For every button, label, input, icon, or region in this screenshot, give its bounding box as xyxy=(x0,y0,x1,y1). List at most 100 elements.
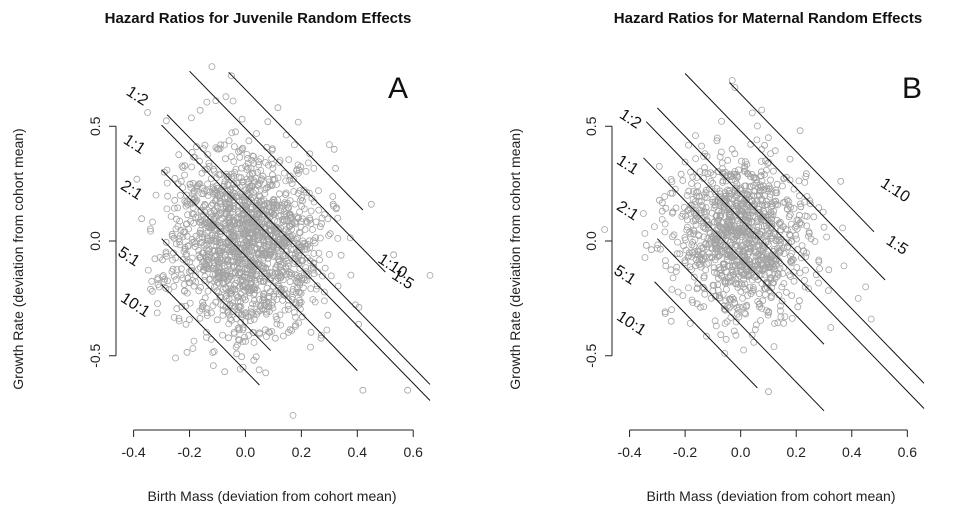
scatter-point xyxy=(786,271,793,279)
scatter-point xyxy=(251,199,259,207)
scatter-point xyxy=(230,328,238,336)
scatter-point xyxy=(263,143,271,151)
scatter-point xyxy=(740,346,747,354)
scatter-point xyxy=(272,265,280,273)
scatter-point xyxy=(216,275,223,283)
scatter-point xyxy=(227,203,235,211)
scatter-point xyxy=(272,201,280,209)
scatter-point xyxy=(213,182,221,190)
scatter-point xyxy=(702,241,709,249)
scatter-point xyxy=(735,261,743,269)
scatter-point xyxy=(229,263,237,270)
scatter-point xyxy=(730,252,738,260)
scatter-point xyxy=(196,314,204,322)
scatter-point xyxy=(695,248,702,256)
scatter-point xyxy=(236,269,244,277)
scatter-point xyxy=(261,326,269,334)
scatter-point xyxy=(749,286,757,294)
scatter-point xyxy=(236,244,244,252)
scatter-point xyxy=(768,222,776,230)
scatter-point xyxy=(641,229,649,237)
scatter-point xyxy=(788,292,796,300)
scatter-point xyxy=(220,180,228,188)
scatter-point xyxy=(247,279,255,287)
scatter-point xyxy=(286,214,294,222)
scatter-point xyxy=(210,348,218,355)
scatter-point xyxy=(252,300,260,308)
scatter-point xyxy=(235,310,242,318)
scatter-point xyxy=(786,176,794,184)
scatter-point xyxy=(772,236,780,244)
scatter-point xyxy=(225,137,233,145)
scatter-point xyxy=(685,187,693,195)
scatter-point xyxy=(750,338,758,346)
scatter-point xyxy=(713,270,721,278)
scatter-point xyxy=(316,234,324,242)
scatter-point xyxy=(292,271,300,278)
scatter-point xyxy=(640,210,647,217)
scatter-point xyxy=(720,305,728,313)
scatter-point xyxy=(273,315,281,323)
scatter-point xyxy=(238,181,246,189)
scatter-point xyxy=(672,268,680,276)
scatter-point xyxy=(784,205,791,213)
panel-b-y-tick-label: 0.0 xyxy=(583,231,599,251)
scatter-point xyxy=(691,236,699,244)
scatter-point xyxy=(743,271,751,279)
scatter-point xyxy=(786,211,794,219)
scatter-point xyxy=(292,278,300,286)
scatter-point xyxy=(267,274,275,282)
scatter-point xyxy=(315,206,323,214)
scatter-point xyxy=(765,388,772,396)
scatter-point xyxy=(726,251,734,259)
scatter-point xyxy=(255,192,263,200)
scatter-point xyxy=(215,236,223,244)
scatter-point xyxy=(773,273,781,281)
scatter-point xyxy=(258,230,266,238)
scatter-point xyxy=(229,97,237,105)
scatter-point xyxy=(175,315,183,322)
scatter-point xyxy=(225,320,233,328)
scatter-point xyxy=(212,251,220,259)
scatter-point xyxy=(736,262,744,270)
scatter-point xyxy=(757,172,764,180)
scatter-point xyxy=(257,277,265,285)
scatter-point xyxy=(173,215,180,223)
scatter-point xyxy=(294,118,302,126)
scatter-point xyxy=(738,280,746,288)
scatter-point xyxy=(779,182,786,190)
scatter-point xyxy=(212,144,220,152)
scatter-point xyxy=(176,191,184,199)
scatter-point xyxy=(217,225,225,233)
scatter-point xyxy=(221,368,229,376)
scatter-point xyxy=(746,234,754,242)
scatter-point xyxy=(732,241,739,248)
scatter-point xyxy=(759,246,767,253)
hazard-ratio-line-1-10 xyxy=(228,71,364,211)
scatter-point xyxy=(687,230,694,238)
scatter-point xyxy=(794,303,802,311)
scatter-point xyxy=(215,269,223,276)
scatter-point xyxy=(765,221,773,229)
scatter-point xyxy=(269,282,277,290)
scatter-point xyxy=(321,211,328,218)
scatter-point xyxy=(190,153,198,161)
scatter-point xyxy=(239,230,247,238)
scatter-point xyxy=(745,256,752,264)
scatter-point xyxy=(721,260,728,268)
scatter-point xyxy=(764,311,772,319)
scatter-point xyxy=(271,334,279,342)
scatter-point xyxy=(716,252,723,259)
scatter-point xyxy=(723,246,730,254)
scatter-point xyxy=(771,319,778,327)
scatter-point xyxy=(688,266,695,273)
scatter-point xyxy=(198,238,206,246)
panel-b-y-tick-label: 0.5 xyxy=(583,116,599,136)
scatter-point xyxy=(239,326,247,334)
scatter-point xyxy=(722,297,730,305)
scatter-point xyxy=(151,255,159,263)
scatter-point xyxy=(310,250,318,257)
scatter-point xyxy=(713,245,721,253)
scatter-point xyxy=(680,203,688,211)
scatter-point xyxy=(668,178,676,186)
